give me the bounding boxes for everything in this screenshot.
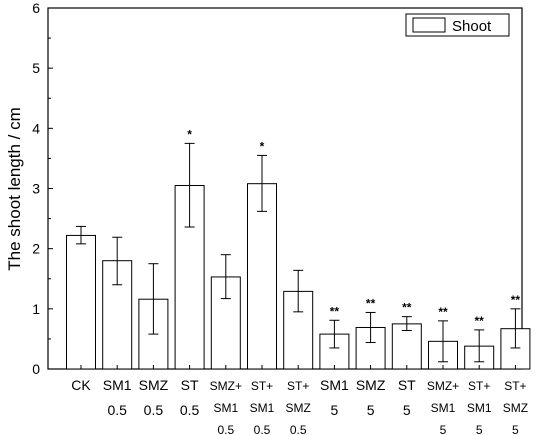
x-category-label: SM1 [250, 401, 275, 415]
y-tick-label: 5 [32, 60, 40, 76]
significance-label: ** [366, 296, 376, 310]
x-category-label: SM1 [467, 401, 492, 415]
x-category-label: 5 [367, 402, 375, 418]
legend: Shoot [405, 13, 510, 37]
x-category-label: SMZ+ [210, 379, 242, 393]
x-category-label: SMZ [503, 401, 528, 415]
x-category-label: ST+ [287, 379, 309, 393]
x-category-label: ST+ [251, 379, 273, 393]
legend-label-shoot: Shoot [452, 18, 492, 35]
x-category-label: ST [398, 377, 416, 393]
x-category-label: 0.5 [290, 423, 307, 435]
y-tick-label: 0 [32, 361, 40, 377]
y-tick-label: 6 [32, 0, 40, 16]
x-category-label: SMZ [286, 401, 311, 415]
x-category-label: 5 [403, 402, 411, 418]
x-category-label: 0.5 [217, 423, 234, 435]
significance-label: * [260, 139, 265, 153]
x-category-label: ST+ [468, 379, 490, 393]
significance-label: * [187, 127, 192, 141]
y-axis-label: The shoot length / cm [5, 107, 24, 270]
significance-label: ** [511, 293, 521, 307]
x-category-label: SM1 [103, 377, 132, 393]
y-tick-label: 1 [32, 301, 40, 317]
x-category-label: 5 [331, 402, 339, 418]
significance-label: ** [438, 305, 448, 319]
x-category-label: ST [181, 377, 199, 393]
x-category-label: 5 [440, 423, 447, 435]
x-category-label: 0.5 [107, 402, 127, 418]
y-tick-label: 4 [32, 120, 40, 136]
x-category-label: SMZ [139, 377, 169, 393]
significance-label: ** [475, 314, 485, 328]
x-category-label: SM1 [320, 377, 349, 393]
significance-label: ** [330, 304, 340, 318]
bar [247, 183, 277, 370]
y-tick-label: 2 [32, 241, 40, 257]
x-category-label: 0.5 [180, 402, 200, 418]
x-category-label: 0.5 [144, 402, 164, 418]
x-category-label: CK [71, 377, 91, 393]
significance-label: ** [402, 301, 412, 315]
y-tick-label: 3 [32, 181, 40, 197]
x-category-label: SMZ+ [427, 379, 459, 393]
x-category-label: SM1 [431, 401, 456, 415]
x-category-label: 0.5 [254, 423, 271, 435]
x-category-label: 5 [476, 423, 483, 435]
x-category-label: 5 [512, 423, 519, 435]
x-category-label: ST+ [504, 379, 526, 393]
bar [66, 234, 96, 370]
x-category-label: SM1 [213, 401, 238, 415]
legend-swatch-shoot [412, 17, 446, 33]
x-category-label: SMZ [356, 377, 386, 393]
